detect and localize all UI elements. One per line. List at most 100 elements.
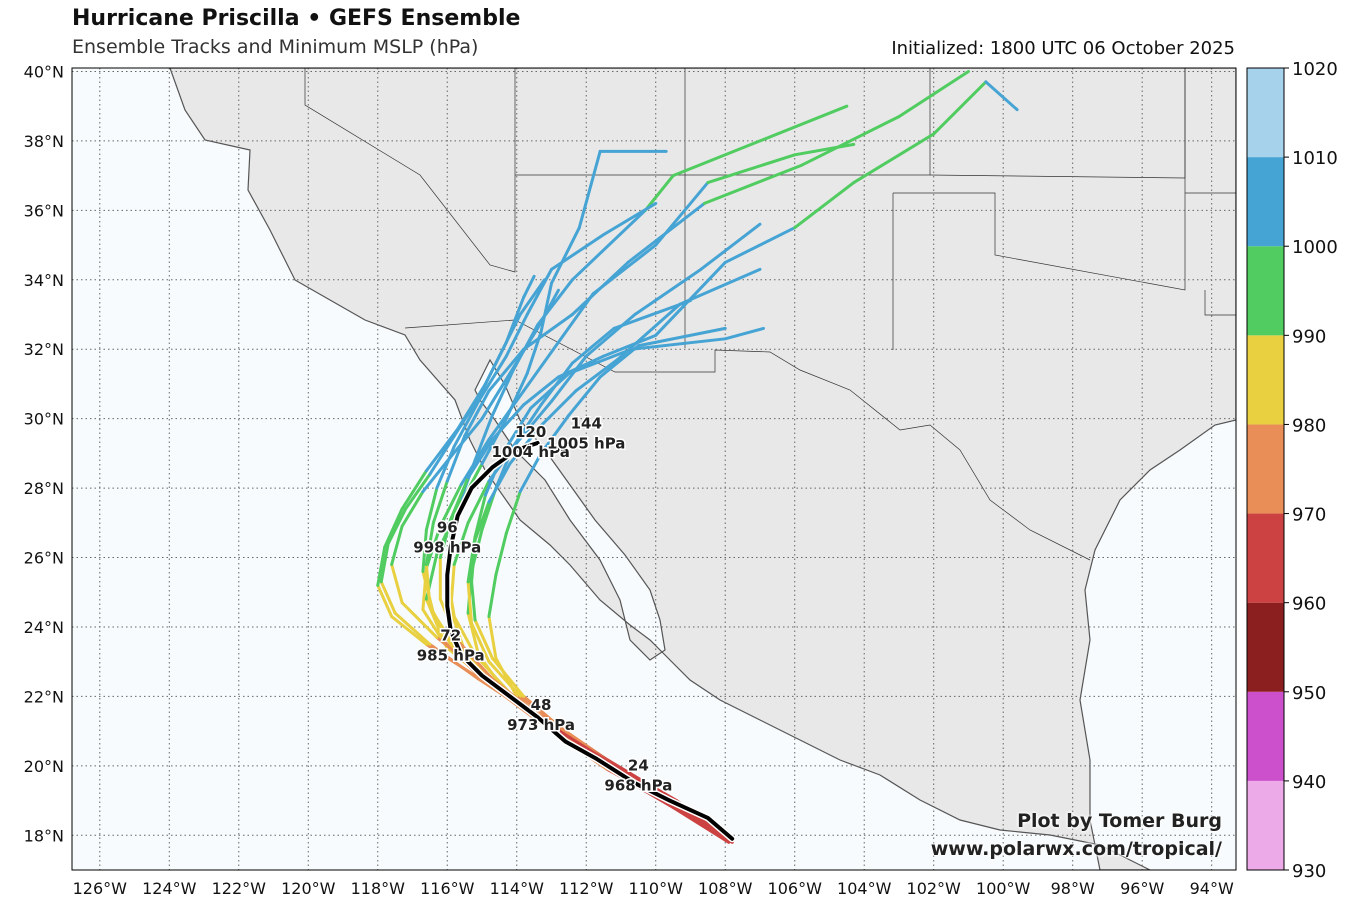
colorbar-bin (1247, 780, 1284, 870)
member-segment (379, 542, 390, 584)
member-segment (504, 313, 529, 358)
colorbar-bin (1247, 424, 1284, 514)
member-segment (470, 538, 477, 584)
member-segment (477, 354, 501, 400)
member-segment (522, 274, 536, 299)
map-subtitle: Ensemble Tracks and Minimum MSLP (hPa) (72, 36, 479, 58)
lon-tick-label: 104°W (837, 879, 892, 898)
land-mass (169, 68, 1236, 870)
ensemble-mean-track (443, 439, 736, 843)
member-segment (466, 580, 474, 625)
member-segment (379, 580, 397, 615)
colorbar-bin (1247, 157, 1284, 247)
member-segment (577, 149, 602, 230)
member-segment (793, 142, 856, 157)
member-segment (539, 413, 571, 455)
member-segment (549, 354, 588, 403)
ensemble-member-tracks (376, 69, 1019, 844)
member-segment (511, 403, 543, 448)
member-segment (984, 80, 1019, 112)
colorbar-tick-label: 930 (1292, 861, 1326, 882)
colorbar-tick-label: 940 (1292, 772, 1326, 793)
member-segment (522, 313, 574, 351)
member-segment (671, 139, 762, 178)
lon-tick-label: 124°W (142, 879, 197, 898)
lon-tick-label: 120°W (281, 879, 336, 898)
member-segment (529, 372, 571, 410)
pressure-label: 1005 hPa (547, 435, 625, 453)
member-segment (470, 621, 491, 664)
member-segment (490, 656, 526, 698)
member-segment (897, 69, 970, 119)
member-segment (466, 437, 494, 480)
member-segment (522, 694, 571, 737)
lon-tick-label: 118°W (351, 879, 406, 898)
pressure-label: 985 hPa (417, 646, 485, 664)
member-segment (556, 354, 606, 379)
colorbar-tick-label: 980 (1292, 415, 1326, 436)
member-segment (452, 521, 470, 566)
member-segment (932, 80, 988, 136)
member-segment (487, 573, 498, 619)
member-segment (376, 545, 387, 587)
lat-tick-label: 20°N (24, 757, 64, 776)
lat-tick-label: 18°N (24, 826, 64, 845)
member-segment (539, 389, 578, 428)
member-segment (522, 340, 560, 393)
forecast-hour-label: 72 (440, 626, 461, 644)
member-segment (421, 528, 428, 573)
member-segment (699, 222, 762, 271)
member-segment (504, 490, 522, 535)
longitude-tick-labels: 126°W 124°W 122°W 120°W 118°W 116°W 114°W 112°W… (73, 879, 1234, 898)
member-segment (518, 278, 547, 317)
member-segment (445, 434, 467, 483)
colorbar-tick-label: 1020 (1292, 59, 1338, 80)
member-segment (424, 486, 439, 532)
member-segment (487, 615, 498, 660)
colorbar-bin (1247, 513, 1284, 603)
member-segment (449, 476, 470, 521)
member-segment (497, 313, 522, 358)
lat-lon-gridlines (72, 68, 1236, 870)
lon-tick-label: 116°W (420, 879, 475, 898)
member-segment (793, 181, 856, 230)
colorbar-tick-label: 1010 (1292, 148, 1338, 169)
member-segment (602, 333, 658, 358)
member-segment (473, 500, 491, 542)
member-segment (723, 226, 797, 264)
forecast-hour-label: 120 (515, 423, 546, 441)
lat-tick-label: 40°N (24, 62, 64, 81)
pressure-label: 1004 hPa (491, 443, 569, 461)
member-segment (636, 326, 727, 348)
member-segment (525, 267, 553, 317)
colorbar-tick-label: 970 (1292, 505, 1326, 526)
member-segment (477, 354, 508, 403)
member-segment (723, 326, 765, 341)
member-segment (626, 201, 706, 264)
lon-tick-label: 98°W (1051, 879, 1095, 898)
member-segment (549, 226, 581, 285)
mean-track-line (445, 440, 735, 841)
member-segment (570, 326, 616, 365)
member-segment (480, 417, 508, 466)
member-segment (598, 344, 640, 379)
member-segment (758, 104, 849, 143)
political-borders (304, 68, 1236, 561)
pressure-label: 973 hPa (507, 716, 575, 734)
forecast-hour-label: 48 (531, 696, 552, 714)
member-segment (473, 618, 494, 660)
member-segment (473, 413, 494, 462)
member-segment (421, 569, 435, 615)
forecast-hour-label: 96 (437, 519, 458, 537)
member-segment (567, 375, 602, 417)
member-segment (494, 531, 508, 577)
member-segment (501, 406, 533, 455)
colorbar-bin (1247, 335, 1284, 425)
member-segment (452, 396, 481, 438)
member-segment (629, 337, 727, 351)
member-segment (490, 403, 526, 441)
member-segment (428, 642, 481, 681)
member-segment (490, 368, 515, 417)
pressure-colorbar: 930 940 950 960 970 980 990 1000 1010 1020 (1246, 59, 1338, 882)
